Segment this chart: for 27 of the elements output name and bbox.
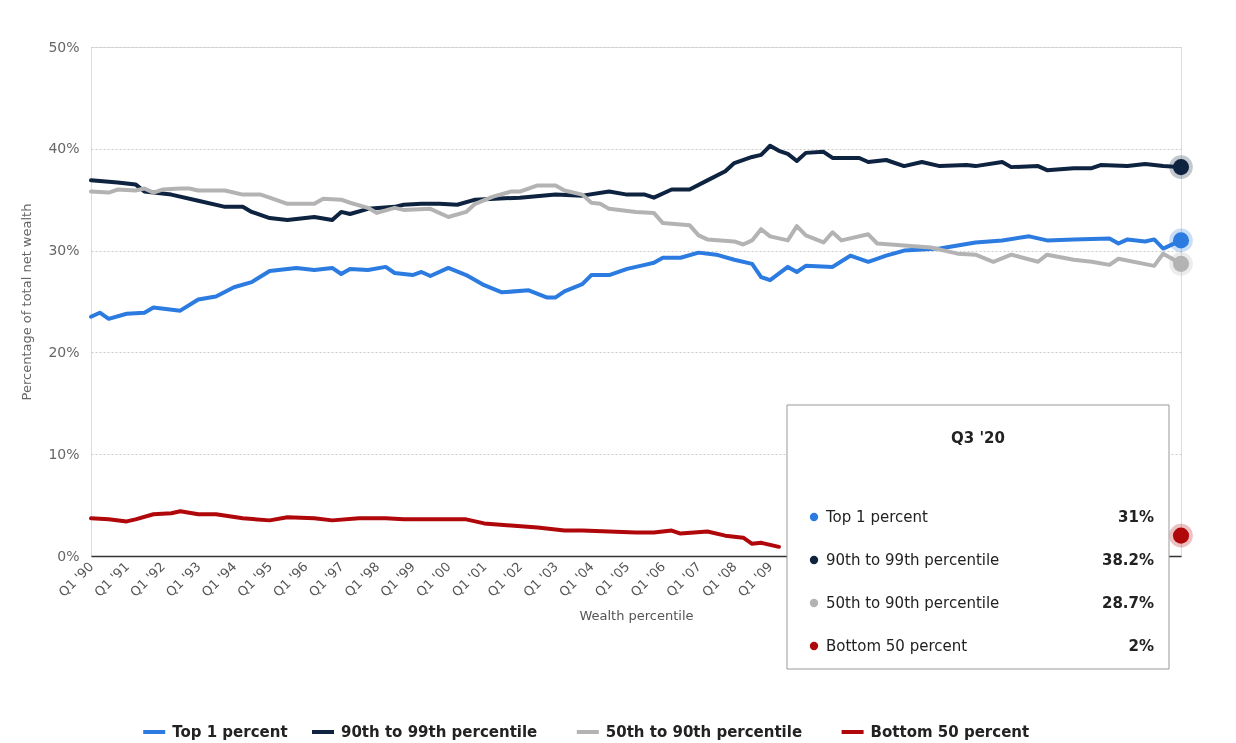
y-tick-label: 20% — [48, 343, 80, 360]
y-tick-label: 50% — [48, 38, 80, 55]
y-tick-label: 0% — [57, 547, 80, 564]
legend-label: Bottom 50 percent — [826, 637, 968, 655]
text: Top 1 percent — [172, 723, 288, 741]
text: 90th to 99th percentile — [341, 723, 538, 741]
point — [1169, 252, 1193, 276]
x-tick-label: Q1 '96 — [270, 558, 311, 600]
point — [1169, 523, 1193, 548]
text: 2% — [1128, 637, 1154, 655]
y-tick-label: 30% — [48, 242, 80, 259]
legend-label: 90th to 99th percentile — [826, 551, 1000, 569]
x-tick-label: Q1 '08 — [698, 558, 740, 600]
y-tick-label: 10% — [48, 445, 80, 462]
text: Bottom 50 percent — [870, 723, 1030, 741]
annotation: 31% — [1118, 508, 1154, 526]
point — [1169, 228, 1193, 253]
y-tick-label: 40% — [48, 140, 80, 157]
point — [1169, 155, 1193, 179]
legend-label: Top 1 percent — [825, 508, 928, 526]
text: 50th to 90th percentile — [605, 723, 803, 741]
y-axis-title: Percentage of total net wealth — [19, 203, 35, 401]
annotation: Q3 '20 — [951, 429, 1005, 447]
text: 28.7% — [1101, 594, 1154, 612]
annotation: 38.2% — [1101, 551, 1154, 569]
legend-label: 50th to 90th percentile — [826, 594, 1000, 612]
x-axis-title: Wealth percentile — [579, 607, 694, 623]
